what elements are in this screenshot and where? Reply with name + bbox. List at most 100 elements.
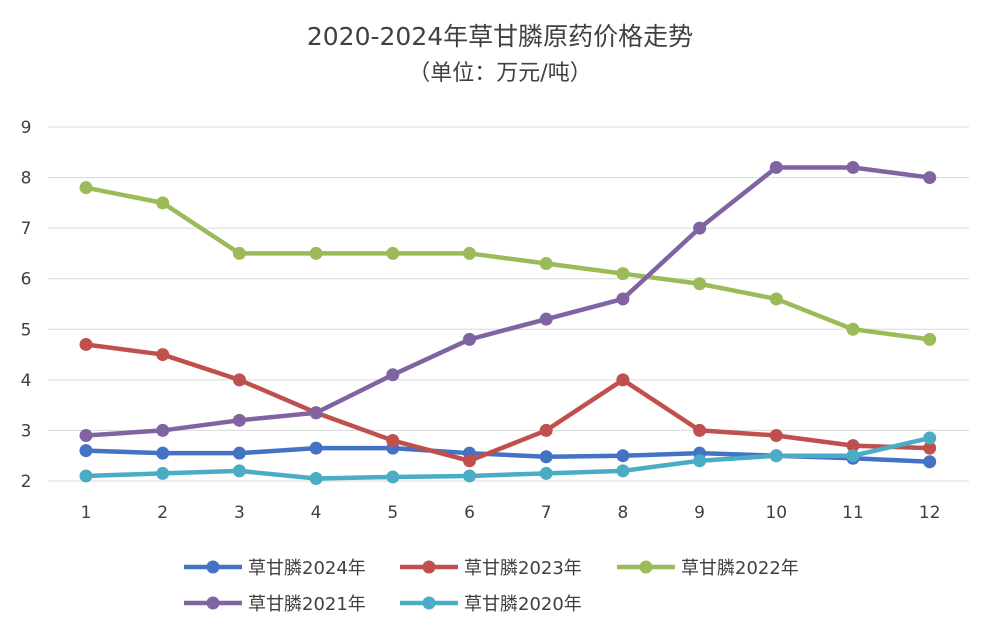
data-point: [539, 466, 553, 480]
x-tick-label: 6: [464, 503, 475, 523]
legend-item: 草甘膦2023年: [400, 558, 582, 579]
legend-swatch-marker: [639, 560, 653, 574]
data-point: [309, 246, 323, 260]
legend-item: 草甘膦2020年: [400, 594, 582, 615]
y-tick-label: 5: [21, 320, 32, 340]
legend-label: 草甘膦2023年: [464, 558, 582, 579]
data-point: [693, 454, 707, 468]
data-point: [539, 312, 553, 326]
data-point: [769, 428, 783, 442]
y-tick-label: 3: [21, 421, 32, 441]
data-point: [616, 449, 630, 463]
data-point: [156, 466, 170, 480]
y-axis-ticks: 2 3 4 5 6 7 8 9: [21, 118, 32, 492]
x-tick-label: 12: [919, 503, 941, 523]
data-point: [156, 446, 170, 460]
series-line: [83, 165, 932, 438]
data-point: [846, 322, 860, 336]
y-tick-label: 9: [21, 118, 32, 138]
series-line: [83, 185, 932, 342]
data-point: [232, 373, 246, 387]
data-point: [539, 257, 553, 271]
data-point: [846, 439, 860, 453]
data-point: [769, 449, 783, 463]
x-tick-label: 4: [311, 503, 322, 523]
data-point: [923, 332, 937, 346]
x-tick-label: 7: [541, 503, 552, 523]
legend-item: 草甘膦2021年: [184, 594, 366, 615]
legend-item: 草甘膦2024年: [184, 558, 366, 579]
data-point: [616, 373, 630, 387]
data-point: [923, 441, 937, 455]
data-point: [616, 292, 630, 306]
data-point: [156, 423, 170, 437]
y-tick-label: 8: [21, 169, 32, 189]
x-tick-label: 1: [81, 503, 92, 523]
data-point: [769, 160, 783, 174]
data-point: [386, 368, 400, 382]
data-point: [309, 406, 323, 420]
data-point: [309, 471, 323, 485]
series-3: [79, 160, 937, 442]
data-point: [539, 450, 553, 464]
data-point: [386, 246, 400, 260]
series-group: [79, 160, 937, 485]
data-point: [156, 196, 170, 210]
y-tick-label: 6: [21, 270, 32, 290]
series-1: [79, 337, 937, 468]
x-tick-label: 5: [387, 503, 398, 523]
legend-item: 草甘膦2022年: [617, 558, 799, 579]
legend-label: 草甘膦2024年: [248, 558, 366, 579]
data-point: [232, 446, 246, 460]
data-point: [232, 464, 246, 478]
data-point: [846, 160, 860, 174]
data-point: [79, 428, 93, 442]
data-point: [309, 441, 323, 455]
y-tick-label: 7: [21, 219, 32, 239]
data-point: [846, 449, 860, 463]
chart-subtitle: （单位：万元/吨）: [408, 61, 591, 86]
legend-swatch-marker: [422, 560, 436, 574]
legend-swatch-marker: [422, 596, 436, 610]
legend-swatch-marker: [206, 596, 220, 610]
legend-label: 草甘膦2020年: [464, 594, 582, 615]
data-point: [769, 292, 783, 306]
y-tick-label: 2: [21, 472, 32, 492]
x-tick-label: 8: [617, 503, 628, 523]
series-2: [79, 181, 937, 346]
series-line: [83, 435, 932, 481]
data-point: [232, 246, 246, 260]
x-tick-label: 11: [842, 503, 864, 523]
data-point: [463, 246, 476, 260]
series-4: [79, 431, 937, 485]
x-tick-label: 9: [694, 503, 705, 523]
chart-title: 2020-2024年草甘膦原药价格走势: [307, 22, 693, 51]
x-tick-label: 2: [157, 503, 168, 523]
data-point: [79, 337, 93, 351]
data-point: [693, 277, 707, 291]
y-tick-label: 4: [21, 371, 32, 391]
data-point: [923, 431, 937, 445]
data-point: [79, 469, 93, 483]
data-point: [386, 434, 400, 448]
data-point: [923, 171, 937, 185]
legend-label: 草甘膦2022年: [681, 558, 799, 579]
data-point: [616, 464, 630, 478]
x-tick-label: 3: [234, 503, 245, 523]
x-axis-ticks: 1 2 3 4 5 6 7 8 9 10 11 12: [81, 503, 941, 523]
data-point: [386, 470, 400, 484]
data-point: [616, 267, 630, 281]
series-line: [83, 342, 932, 464]
data-point: [79, 444, 93, 458]
data-point: [539, 423, 553, 437]
data-point: [79, 181, 93, 195]
data-point: [693, 423, 707, 437]
data-point: [463, 454, 476, 468]
data-point: [232, 413, 246, 427]
data-point: [156, 348, 170, 362]
data-point: [463, 332, 476, 346]
legend-swatch-marker: [206, 560, 220, 574]
legend-label: 草甘膦2021年: [248, 594, 366, 615]
